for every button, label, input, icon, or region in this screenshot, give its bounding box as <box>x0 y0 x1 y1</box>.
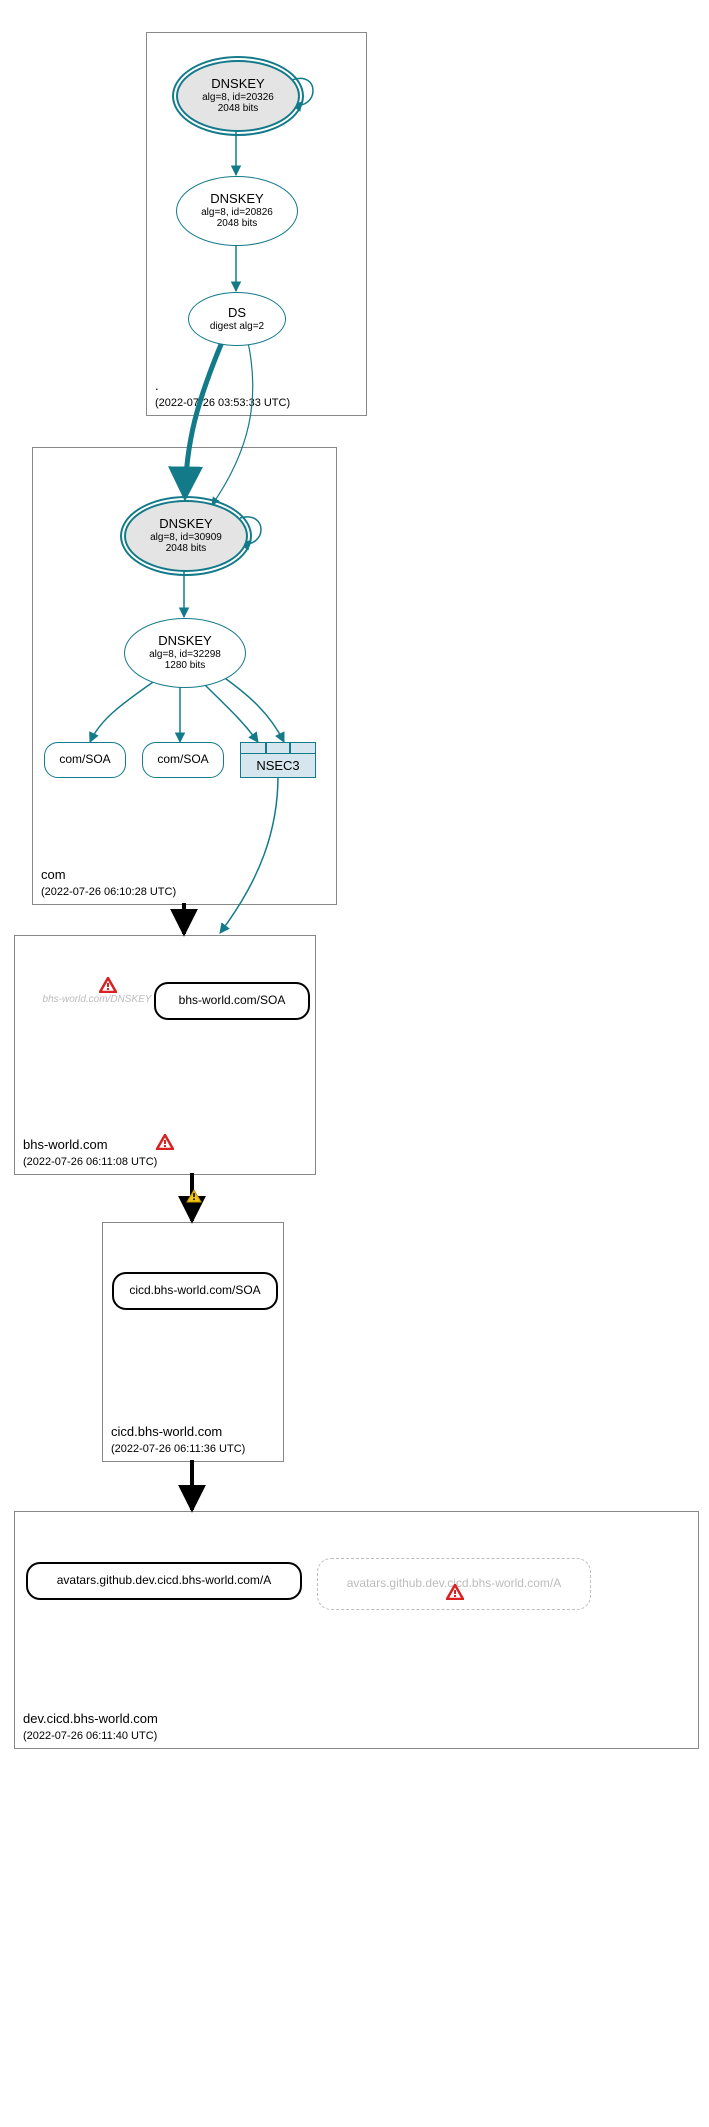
node-bhs-dnskey-text: bhs-world.com/DNSKEY <box>43 994 152 1005</box>
warn-icon-com-to-bhs <box>186 1189 202 1203</box>
node-root-ksk: DNSKEY alg=8, id=20326 2048 bits <box>176 60 300 132</box>
node-root-ds-title: DS <box>228 306 246 321</box>
node-com-soa-2-text: com/SOA <box>157 753 208 767</box>
node-com-zsk: DNSKEY alg=8, id=32298 1280 bits <box>124 618 246 688</box>
node-root-zsk-l2: 2048 bits <box>217 218 258 230</box>
zone-com-label: com <box>41 867 66 882</box>
node-root-zsk: DNSKEY alg=8, id=20826 2048 bits <box>176 176 298 246</box>
zone-cicd-label: cicd.bhs-world.com <box>111 1424 222 1439</box>
zone-cicd-timestamp: (2022-07-26 06:11:36 UTC) <box>111 1443 245 1455</box>
node-cicd-soa-text: cicd.bhs-world.com/SOA <box>129 1284 260 1298</box>
node-bhs-soa-text: bhs-world.com/SOA <box>179 994 286 1008</box>
node-com-ksk-l2: 2048 bits <box>166 543 207 555</box>
node-bhs-dnskey: bhs-world.com/DNSKEY <box>32 994 162 1005</box>
zone-root-label: . <box>155 378 159 393</box>
node-bhs-soa: bhs-world.com/SOA <box>154 982 310 1020</box>
node-com-zsk-l2: 1280 bits <box>165 660 206 672</box>
zone-bhs-label: bhs-world.com <box>23 1137 108 1152</box>
nsec3-header <box>241 743 315 754</box>
warn-icon-bhs-zone <box>156 1134 174 1150</box>
node-root-ksk-l1: alg=8, id=20326 <box>202 92 274 104</box>
node-cicd-soa: cicd.bhs-world.com/SOA <box>112 1272 278 1310</box>
node-root-ksk-l2: 2048 bits <box>218 103 259 115</box>
zone-bhs-timestamp: (2022-07-26 06:11:08 UTC) <box>23 1156 157 1168</box>
node-root-ds-l1: digest alg=2 <box>210 321 264 333</box>
node-com-ksk: DNSKEY alg=8, id=30909 2048 bits <box>124 500 248 572</box>
zone-dev-label: dev.cicd.bhs-world.com <box>23 1711 158 1726</box>
node-com-zsk-title: DNSKEY <box>158 634 211 649</box>
warn-icon-dev-a2 <box>446 1584 464 1600</box>
node-com-soa-1-text: com/SOA <box>59 753 110 767</box>
node-root-zsk-l1: alg=8, id=20826 <box>201 207 273 219</box>
zone-cicd: cicd.bhs-world.com (2022-07-26 06:11:36 … <box>102 1222 284 1462</box>
node-root-zsk-title: DNSKEY <box>210 192 263 207</box>
node-nsec3-text: NSEC3 <box>256 758 299 773</box>
zone-root-timestamp: (2022-07-26 03:53:33 UTC) <box>155 397 290 409</box>
node-nsec3: NSEC3 <box>240 742 316 778</box>
warn-icon-bhs-dnskey <box>99 977 117 993</box>
node-com-soa-2: com/SOA <box>142 742 224 778</box>
node-dev-a-1: avatars.github.dev.cicd.bhs-world.com/A <box>26 1562 302 1600</box>
node-com-soa-1: com/SOA <box>44 742 126 778</box>
node-com-zsk-l1: alg=8, id=32298 <box>149 649 221 661</box>
node-root-ksk-title: DNSKEY <box>211 77 264 92</box>
zone-dev: dev.cicd.bhs-world.com (2022-07-26 06:11… <box>14 1511 699 1749</box>
zone-dev-timestamp: (2022-07-26 06:11:40 UTC) <box>23 1730 157 1742</box>
zone-com-timestamp: (2022-07-26 06:10:28 UTC) <box>41 886 176 898</box>
node-dev-a-1-text: avatars.github.dev.cicd.bhs-world.com/A <box>57 1574 272 1588</box>
node-com-ksk-title: DNSKEY <box>159 517 212 532</box>
node-com-ksk-l1: alg=8, id=30909 <box>150 532 222 544</box>
node-root-ds: DS digest alg=2 <box>188 292 286 346</box>
